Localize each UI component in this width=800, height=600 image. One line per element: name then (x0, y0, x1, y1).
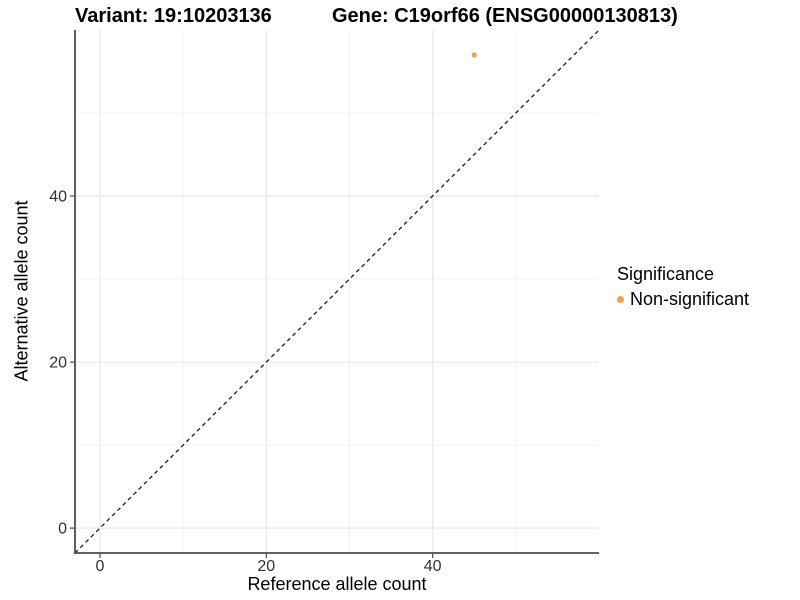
gene-title: Gene: C19orf66 (ENSG00000130813) (332, 5, 678, 27)
x-tick-label: 20 (257, 558, 275, 575)
y-tick-label: 0 (58, 521, 67, 538)
y-tick-label: 40 (49, 189, 67, 206)
legend-items: Non-significant (617, 289, 749, 309)
legend-key-dot-icon (617, 295, 624, 303)
y-tick-label: 20 (49, 355, 67, 372)
y-axis-label: Alternative allele count (11, 200, 32, 382)
identity-reference-line (74, 29, 600, 554)
x-axis-label: Reference allele count (247, 574, 427, 594)
legend-item: Non-significant (617, 289, 749, 309)
x-tick-label: 40 (424, 558, 442, 575)
legend-title: Significance (617, 264, 715, 284)
legend-item-label: Non-significant (630, 289, 750, 309)
legend: Significance Non-significant (617, 263, 749, 309)
data-point (471, 52, 477, 58)
variant-title: Variant: 19:10203136 (75, 5, 272, 27)
x-tick-label: 0 (95, 558, 104, 575)
